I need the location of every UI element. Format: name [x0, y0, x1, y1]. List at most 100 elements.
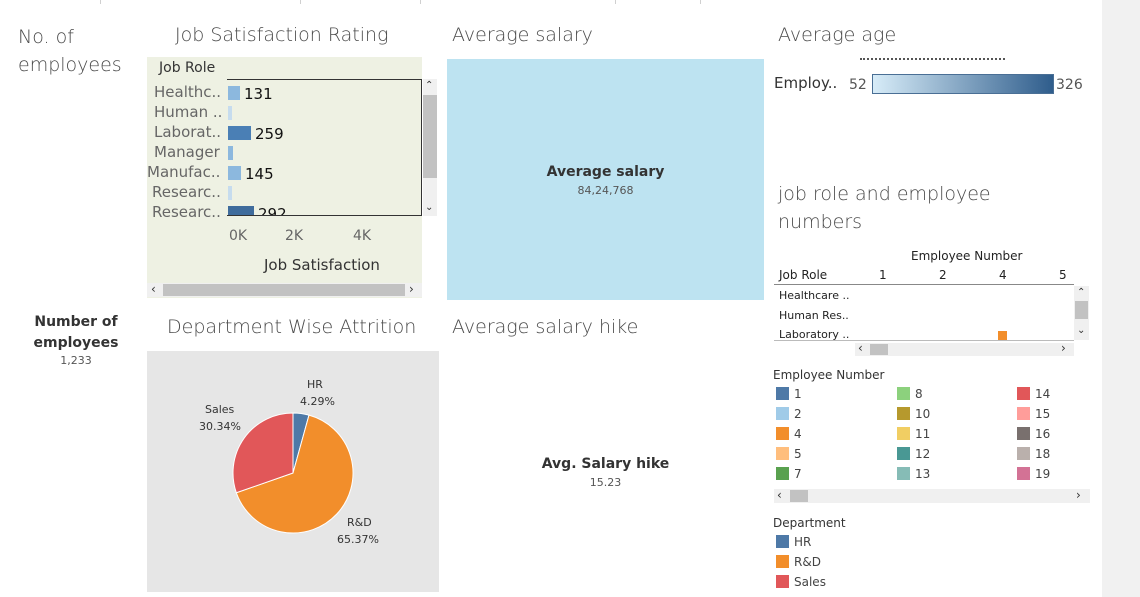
legend-item[interactable]: 15	[1017, 407, 1050, 421]
legend-label: 10	[915, 407, 931, 421]
legend-swatch	[776, 535, 789, 548]
legend-swatch	[776, 407, 789, 420]
legend-item[interactable]: 12	[897, 447, 930, 461]
legend-label: 18	[1035, 447, 1051, 461]
pie-slice-rd[interactable]	[235, 414, 354, 534]
job-role-row-header: Job Role	[779, 268, 828, 282]
legend-label: 16	[1035, 427, 1051, 441]
legend-hscroll-thumb[interactable]	[790, 490, 808, 502]
table-cell-mark	[998, 331, 1007, 340]
legend-item[interactable]: 11	[897, 427, 930, 441]
x-axis-label: Job Satisfaction	[264, 256, 380, 274]
scroll-left-icon[interactable]: ‹	[777, 488, 782, 502]
job-role-label: Manufac..	[147, 163, 221, 181]
table-row: Laboratory ..	[779, 328, 850, 341]
legend-item[interactable]: 10	[897, 407, 930, 421]
legend-item[interactable]: 18	[1017, 447, 1050, 461]
pie-slice-sales[interactable]	[232, 412, 294, 494]
legend-item[interactable]: 7	[776, 467, 802, 481]
x-tick-0: 0K	[229, 228, 248, 244]
scroll-left-icon[interactable]: ‹	[151, 282, 156, 296]
avg-salary-label: Average salary	[546, 164, 665, 180]
pie-label-hr-name: HR	[307, 378, 323, 391]
emp-number-col-header: Employee Number	[911, 249, 1023, 263]
legend-item[interactable]: 2	[776, 407, 802, 421]
scroll-up-icon[interactable]: ⌃	[425, 80, 434, 91]
table-divider	[774, 284, 1074, 285]
scroll-right-icon[interactable]: ›	[1076, 488, 1081, 502]
job-satisfaction-bar[interactable]	[228, 106, 232, 120]
dept-legend-title: Department	[773, 516, 846, 530]
legend-swatch	[776, 447, 789, 460]
legend-item[interactable]: 8	[897, 387, 923, 401]
legend-item[interactable]: 13	[897, 467, 930, 481]
legend-swatch	[897, 387, 910, 400]
job-satisfaction-bar[interactable]	[228, 86, 240, 100]
job-satisfaction-bar[interactable]	[228, 206, 254, 215]
table-hscroll[interactable]: ‹ ›	[855, 341, 1074, 356]
legend-swatch	[776, 575, 789, 588]
legend-swatch	[1017, 407, 1030, 420]
legend-item[interactable]: 19	[1017, 467, 1050, 481]
scroll-down-icon[interactable]: ⌄	[425, 202, 434, 213]
legend-swatch	[776, 467, 789, 480]
legend-item[interactable]: HR	[776, 535, 811, 549]
scroll-right-icon[interactable]: ›	[409, 282, 414, 296]
legend-label: 12	[915, 447, 931, 461]
num-employees-label: Number of employees	[33, 314, 119, 351]
avg-salary-tile: Average salary 84,24,768	[447, 59, 764, 300]
legend-label: 1	[794, 387, 802, 401]
legend-item[interactable]: 14	[1017, 387, 1050, 401]
attrition-pie-chart	[232, 412, 354, 534]
scroll-down-icon[interactable]: ⌄	[1077, 325, 1086, 336]
table-hscroll-thumb[interactable]	[870, 344, 888, 355]
legend-swatch	[897, 427, 910, 440]
legend-item[interactable]: 5	[776, 447, 802, 461]
legend-swatch	[897, 447, 910, 460]
legend-label: 14	[1035, 387, 1051, 401]
job-satisfaction-bar[interactable]	[228, 166, 241, 180]
job-satisfaction-bar[interactable]	[228, 146, 233, 160]
legend-item[interactable]: 1	[776, 387, 802, 401]
bar-value-label: 259	[255, 125, 284, 143]
avg-salary-title: Average salary	[452, 24, 593, 46]
job-satisfaction-hscroll[interactable]: ‹ ›	[147, 283, 422, 297]
legend-item[interactable]: 16	[1017, 427, 1050, 441]
table-vscroll-thumb[interactable]	[1075, 301, 1088, 319]
bar-value-label: 292	[258, 205, 287, 216]
scroll-thumb[interactable]	[423, 95, 437, 178]
legend-hscroll[interactable]: ‹ ›	[774, 489, 1090, 503]
col-4: 4	[999, 268, 1007, 282]
scroll-up-icon[interactable]: ⌃	[1077, 287, 1086, 298]
hscroll-thumb[interactable]	[163, 284, 405, 296]
legend-item[interactable]: R&D	[776, 555, 821, 569]
legend-swatch	[897, 407, 910, 420]
job-satisfaction-bar[interactable]	[228, 186, 232, 200]
num-employees-value: 1,233	[60, 354, 92, 367]
legend-item[interactable]: 4	[776, 427, 802, 441]
table-vscroll[interactable]: ⌃ ⌄	[1074, 286, 1089, 340]
legend-label: 15	[1035, 407, 1051, 421]
job-satisfaction-plot: 131 259 145 292	[227, 79, 422, 216]
job-satisfaction-bar[interactable]	[228, 126, 251, 140]
legend-label: Sales	[794, 575, 826, 589]
legend-item[interactable]: Sales	[776, 575, 826, 589]
legend-swatch	[776, 555, 789, 568]
attrition-panel: HR 4.29% Sales 30.34% R&D 65.37%	[147, 351, 439, 592]
legend-swatch	[776, 387, 789, 400]
job-role-label: Researc..	[152, 203, 221, 221]
pie-label-hr-pct: 4.29%	[300, 395, 335, 408]
legend-label: HR	[794, 535, 812, 549]
scroll-left-icon[interactable]: ‹	[858, 341, 863, 355]
legend-swatch	[1017, 467, 1030, 480]
legend-label: 5	[794, 447, 802, 461]
scroll-right-icon[interactable]: ›	[1061, 341, 1066, 355]
avg-hike-label: Avg. Salary hike	[541, 456, 670, 472]
job-satisfaction-vscroll[interactable]: ⌃ ⌄	[423, 79, 437, 216]
bar-value-label: 131	[244, 85, 273, 103]
x-tick-2: 4K	[353, 228, 372, 244]
no-employees-title: No. of employees	[18, 26, 122, 76]
job-role-label: Manager	[154, 143, 220, 161]
avg-salary-hike-title: Average salary hike	[452, 316, 639, 338]
avg-age-min: 52	[849, 77, 867, 93]
